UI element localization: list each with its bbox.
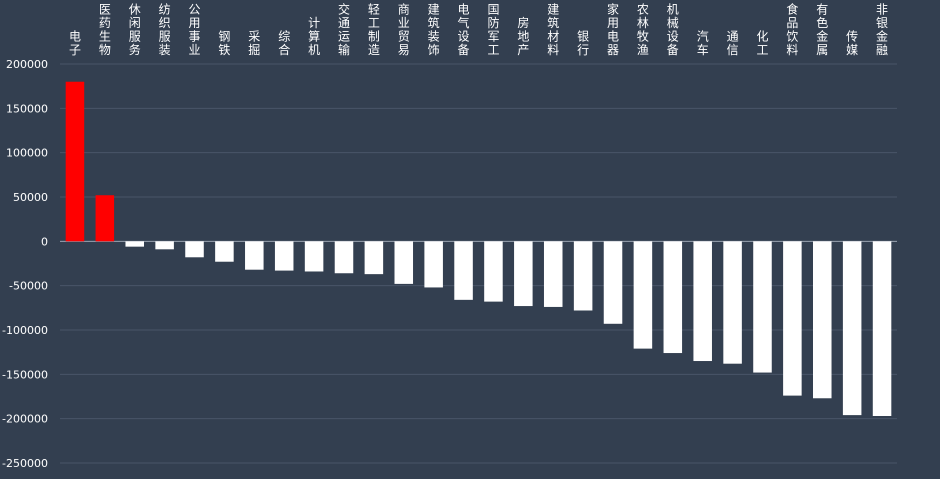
bar-国防军工 bbox=[484, 241, 503, 302]
y-tick-label: 50000 bbox=[13, 191, 48, 204]
y-tick-label: -200000 bbox=[2, 413, 48, 426]
category-label: 轻工制造 bbox=[368, 3, 380, 58]
bar-建筑材料 bbox=[543, 241, 563, 307]
bar-家用电器 bbox=[603, 241, 623, 324]
bar-医药生物 bbox=[95, 195, 115, 242]
category-label: 医药生物 bbox=[99, 3, 111, 58]
category-label: 钢铁 bbox=[218, 30, 230, 58]
bars bbox=[65, 81, 892, 416]
bar-汽车 bbox=[693, 241, 712, 362]
bar-建筑装饰 bbox=[424, 241, 443, 288]
bar-房地产 bbox=[514, 241, 533, 307]
bar-综合 bbox=[274, 241, 294, 271]
y-tick-label: -50000 bbox=[9, 280, 48, 293]
bar-有色金属 bbox=[813, 241, 832, 399]
y-tick-label: 100000 bbox=[6, 147, 48, 160]
bar-电气设备 bbox=[454, 241, 473, 300]
category-label: 国防军工 bbox=[487, 3, 499, 58]
category-label: 家用电器 bbox=[607, 2, 619, 58]
category-label: 交通运输 bbox=[338, 2, 350, 58]
category-label: 食品饮料 bbox=[786, 2, 798, 58]
y-tick-label: 150000 bbox=[6, 102, 48, 115]
bar-机械设备 bbox=[663, 241, 683, 354]
category-label: 通信 bbox=[727, 30, 739, 58]
bar-轻工制造 bbox=[364, 241, 384, 275]
grid-lines bbox=[60, 63, 897, 464]
category-label: 综合 bbox=[278, 30, 290, 58]
bar-农林牧渔 bbox=[633, 241, 653, 349]
bar-电子 bbox=[65, 81, 85, 242]
bar-商业贸易 bbox=[394, 241, 414, 284]
category-label: 有色金属 bbox=[816, 3, 828, 58]
category-label: 房地产 bbox=[517, 15, 529, 57]
category-label: 农林牧渔 bbox=[637, 3, 649, 58]
category-label: 机械设备 bbox=[667, 3, 679, 58]
category-label: 商业贸易 bbox=[398, 2, 410, 58]
bar-公用事业 bbox=[185, 241, 204, 258]
category-label: 非银金融 bbox=[876, 3, 888, 58]
category-label: 采掘 bbox=[248, 30, 260, 58]
category-label: 休闲服务 bbox=[129, 3, 141, 58]
bar-化工 bbox=[753, 241, 772, 373]
category-label: 公用事业 bbox=[189, 3, 201, 58]
bar-采掘 bbox=[245, 241, 264, 270]
y-tick-label: 0 bbox=[41, 235, 48, 248]
category-label: 传媒 bbox=[846, 29, 858, 58]
y-tick-label: -150000 bbox=[2, 368, 48, 381]
bar-通信 bbox=[723, 241, 742, 364]
category-label: 电子 bbox=[69, 30, 81, 58]
category-label: 计算机 bbox=[308, 16, 320, 57]
y-tick-label: -100000 bbox=[2, 324, 48, 337]
category-label: 纺织服装 bbox=[159, 3, 171, 58]
bar-非银金融 bbox=[872, 241, 892, 416]
y-tick-label: 200000 bbox=[6, 58, 48, 71]
category-label: 建筑材料 bbox=[547, 3, 559, 58]
category-label: 电气设备 bbox=[458, 3, 470, 58]
y-axis: 200000 150000 100000 50000 0 -50000 -100000 -15… bbox=[2, 58, 48, 470]
y-tick-label: -250000 bbox=[2, 457, 48, 470]
bar-计算机 bbox=[304, 241, 324, 272]
bar-休闲服务 bbox=[125, 241, 144, 247]
bar-银行 bbox=[573, 241, 593, 311]
bar-传媒 bbox=[842, 241, 862, 416]
bar-食品饮料 bbox=[783, 241, 802, 396]
bar-纺织服装 bbox=[155, 241, 174, 250]
category-label: 建筑装饰 bbox=[428, 3, 440, 58]
bar-交通运输 bbox=[334, 241, 354, 274]
category-label: 银行 bbox=[577, 30, 589, 58]
category-label: 汽车 bbox=[697, 29, 709, 58]
bar-钢铁 bbox=[215, 241, 234, 262]
category-label: 化工 bbox=[756, 30, 768, 58]
